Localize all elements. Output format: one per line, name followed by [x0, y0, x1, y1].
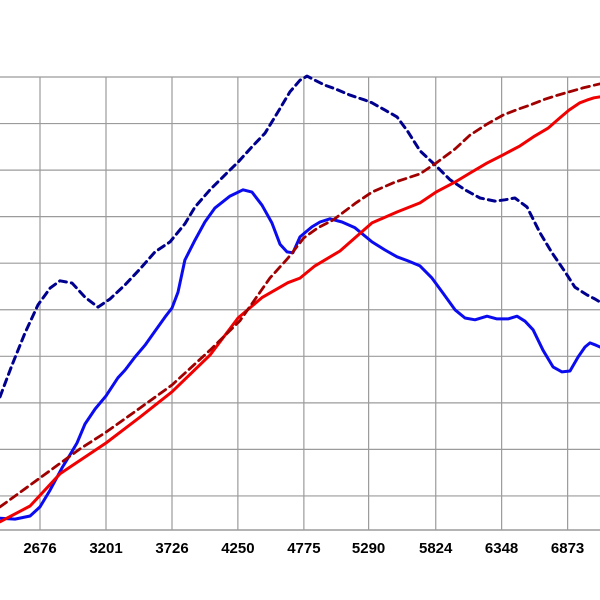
- series-dark-red-dashed-line: [0, 82, 600, 509]
- x-tick-label-6348: 6348: [485, 540, 518, 557]
- x-tick-labels: 2676 3201 3726 4250 4775 5290 5824 6348 6873: [23, 540, 584, 557]
- x-tick-label-5824: 5824: [419, 540, 453, 557]
- series-blue-dashed-line: [0, 74, 600, 399]
- x-tick-label-4775: 4775: [287, 540, 320, 557]
- x-tick-label-3726: 3726: [155, 540, 188, 557]
- x-tick-label-4250: 4250: [221, 540, 254, 557]
- series-red-solid-line: [0, 95, 600, 524]
- x-tick-label-3201: 3201: [89, 540, 122, 557]
- series-blue-solid-line: [0, 188, 600, 521]
- x-tick-label-6873: 6873: [551, 540, 584, 557]
- x-tick-label-5290: 5290: [352, 540, 385, 557]
- x-tick-label-2676: 2676: [23, 540, 56, 557]
